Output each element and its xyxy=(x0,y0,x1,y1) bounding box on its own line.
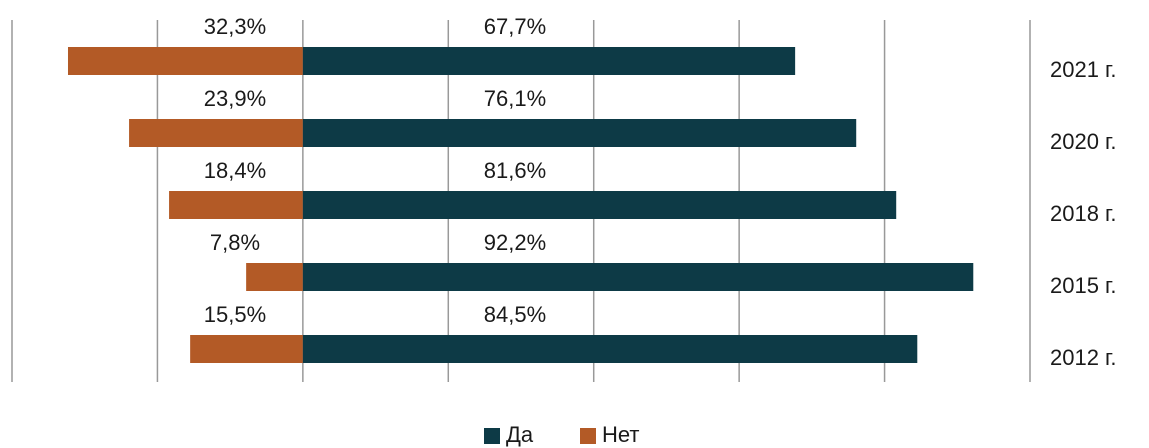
legend-swatch xyxy=(484,428,500,444)
value-label: 81,6% xyxy=(484,158,546,183)
legend-label: Да xyxy=(506,422,534,447)
category-label: 2012 г. xyxy=(1050,345,1117,370)
legend-label: Нет xyxy=(602,422,639,447)
bar xyxy=(169,191,303,219)
legend-swatch xyxy=(580,428,596,444)
bar xyxy=(302,47,796,75)
value-label: 23,9% xyxy=(204,86,266,111)
bar xyxy=(302,191,897,219)
category-label: 2015 г. xyxy=(1050,273,1117,298)
value-label: 7,8% xyxy=(210,230,260,255)
bar xyxy=(302,119,857,147)
value-label: 92,2% xyxy=(484,230,546,255)
bar xyxy=(129,119,303,147)
value-label: 15,5% xyxy=(204,302,266,327)
value-label: 18,4% xyxy=(204,158,266,183)
bar xyxy=(302,263,974,291)
bar xyxy=(190,335,303,363)
value-label: 67,7% xyxy=(484,14,546,39)
value-label: 32,3% xyxy=(204,14,266,39)
category-label: 2020 г. xyxy=(1050,129,1117,154)
bar xyxy=(302,335,918,363)
value-label: 84,5% xyxy=(484,302,546,327)
bar xyxy=(67,47,303,75)
category-label: 2018 г. xyxy=(1050,201,1117,226)
value-label: 76,1% xyxy=(484,86,546,111)
bar xyxy=(246,263,303,291)
category-label: 2021 г. xyxy=(1050,57,1117,82)
